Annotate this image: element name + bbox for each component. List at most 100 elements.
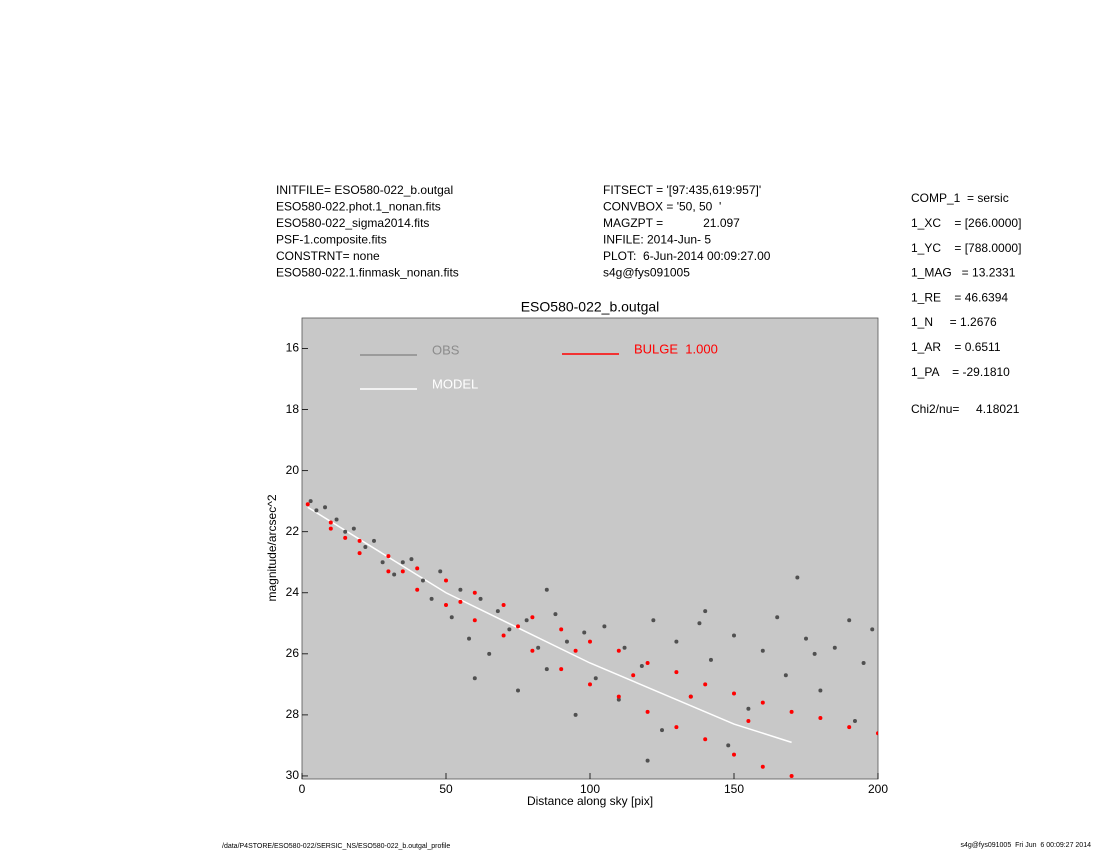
data-point — [708, 657, 713, 662]
data-point — [732, 691, 736, 696]
data-point — [328, 526, 333, 531]
data-point — [593, 676, 598, 681]
fit-parameter: 1_XC = [266.0000] — [911, 216, 1021, 230]
y-tick-label: 16 — [286, 341, 300, 355]
fit-parameter: 1_RE = 46.6394 — [911, 290, 1008, 304]
data-point — [573, 648, 578, 653]
data-point — [660, 728, 664, 733]
data-point — [501, 602, 506, 607]
data-point — [536, 645, 541, 650]
data-point — [674, 670, 679, 675]
data-point — [400, 569, 405, 574]
data-point — [732, 633, 736, 638]
data-point — [444, 602, 448, 607]
x-tick-label: 0 — [299, 782, 306, 796]
data-point — [732, 752, 736, 757]
data-point — [760, 700, 765, 705]
data-point — [544, 587, 549, 592]
data-point — [372, 538, 376, 543]
data-point — [631, 673, 636, 678]
data-point — [645, 660, 650, 665]
data-point — [323, 505, 328, 510]
model-line — [307, 506, 792, 744]
data-point — [415, 587, 420, 592]
y-tick-label: 20 — [286, 463, 300, 477]
data-point — [334, 517, 339, 522]
chi-square: Chi2/nu= 4.18021 — [911, 402, 1020, 416]
y-tick-label: 26 — [286, 646, 300, 660]
data-point — [328, 520, 333, 525]
data-point — [760, 648, 765, 653]
data-point — [449, 615, 454, 620]
data-point — [415, 566, 420, 571]
data-point — [357, 551, 362, 556]
data-point — [812, 651, 817, 656]
data-point — [795, 575, 800, 580]
data-point — [573, 712, 578, 717]
y-tick-label: 30 — [286, 768, 300, 782]
fit-parameter: COMP_1 = sersic — [911, 191, 1009, 205]
data-point — [564, 639, 569, 644]
data-point — [697, 621, 702, 626]
legend-label: OBS — [432, 342, 460, 357]
data-point — [363, 544, 368, 549]
data-point — [544, 667, 549, 672]
fit-parameter: 1_YC = [788.0000] — [911, 241, 1021, 255]
data-point — [852, 718, 857, 723]
data-point — [409, 557, 414, 562]
data-point — [870, 627, 875, 632]
data-point — [847, 618, 852, 623]
data-point — [783, 673, 788, 678]
plot-area — [305, 499, 878, 778]
legend-label: MODEL — [432, 376, 478, 391]
data-point — [429, 596, 434, 601]
data-point — [438, 569, 443, 574]
data-point — [530, 648, 535, 653]
header-line: PSF-1.composite.fits — [276, 233, 387, 247]
data-point — [622, 645, 627, 650]
data-point — [472, 676, 477, 681]
y-tick-label: 18 — [286, 402, 300, 416]
legend-label: BULGE 1.000 — [634, 341, 718, 356]
data-point — [530, 615, 535, 620]
header-line: PLOT: 6-Jun-2014 00:09:27.00 — [603, 249, 771, 263]
data-point — [524, 618, 529, 623]
data-point — [516, 688, 520, 693]
data-point — [478, 596, 483, 601]
y-tick-label: 24 — [286, 585, 300, 599]
data-point — [775, 615, 780, 620]
data-point — [703, 682, 708, 687]
data-point — [516, 624, 520, 629]
data-point — [588, 639, 592, 644]
data-point — [674, 639, 679, 644]
data-point — [703, 737, 708, 742]
data-point — [559, 667, 564, 672]
y-tick-label: 28 — [286, 707, 300, 721]
header-line: ESO580-022.1.finmask_nonan.fits — [276, 266, 459, 280]
data-point — [386, 554, 391, 559]
data-point — [420, 578, 425, 583]
fit-parameter: 1_AR = 0.6511 — [911, 340, 1001, 354]
data-point — [472, 618, 477, 623]
data-point — [343, 529, 348, 534]
data-point — [467, 636, 472, 641]
data-point — [639, 664, 644, 669]
data-point — [458, 599, 463, 604]
data-point — [559, 627, 564, 632]
header-line: MAGZPT = 21.097 — [603, 216, 740, 230]
header-line: FITSECT = '[97:435,619:957]' — [603, 183, 761, 197]
data-point — [616, 648, 621, 653]
data-point — [444, 578, 448, 583]
footer-left: /data/P4STORE/ESO580-022/SERSIC_NS/ESO58… — [222, 843, 450, 850]
data-point — [588, 682, 592, 687]
x-tick-label: 200 — [868, 782, 888, 796]
data-point — [876, 731, 878, 736]
header-line: ESO580-022_sigma2014.fits — [276, 216, 429, 230]
data-point — [818, 715, 823, 720]
x-tick-label: 100 — [580, 782, 600, 796]
data-point — [746, 706, 751, 711]
header-line: ESO580-022.phot.1_nonan.fits — [276, 200, 441, 214]
x-tick-label: 150 — [724, 782, 744, 796]
